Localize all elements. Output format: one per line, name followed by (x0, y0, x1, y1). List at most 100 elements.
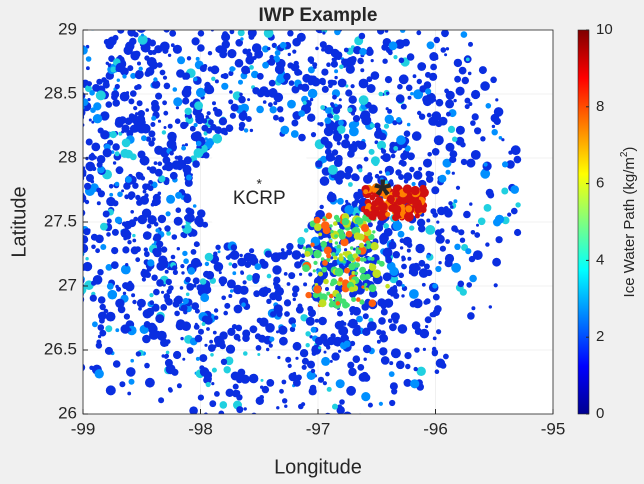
field-blob (438, 15, 441, 18)
field-blob (136, 84, 142, 90)
field-blob (407, 12, 414, 19)
y-tick-label: 29 (58, 19, 77, 38)
field-blob (268, 79, 276, 87)
field-blob (411, 181, 416, 187)
field-blob (335, 301, 341, 306)
field-blob (173, 350, 182, 360)
field-blob (176, 425, 180, 429)
field-blob (151, 80, 161, 89)
field-blob (395, 94, 405, 104)
field-blob (122, 74, 127, 79)
field-blob (232, 271, 237, 276)
field-blob (338, 349, 342, 353)
field-blob (308, 272, 313, 277)
field-blob (149, 39, 156, 47)
field-blob (273, 114, 279, 121)
field-blob (310, 132, 317, 138)
field-blob (286, 242, 294, 251)
field-blob (228, 262, 233, 266)
field-blob (145, 377, 155, 388)
field-blob (182, 357, 186, 361)
field-blob (454, 243, 461, 250)
field-blob (380, 147, 384, 151)
field-blob (269, 54, 275, 60)
field-blob (262, 45, 269, 53)
field-blob (61, 122, 70, 131)
field-blob (223, 130, 228, 136)
field-blob (116, 78, 121, 82)
field-blob (70, 112, 75, 117)
field-blob (78, 175, 82, 179)
field-blob (56, 296, 62, 302)
field-blob (407, 256, 412, 261)
field-blob (393, 146, 399, 151)
field-blob (249, 65, 254, 70)
field-blob (70, 182, 77, 189)
field-blob (331, 80, 337, 86)
field-blob (434, 369, 440, 375)
field-blob (351, 173, 359, 181)
field-blob (210, 65, 220, 75)
field-blob (380, 330, 386, 336)
field-blob (498, 136, 503, 140)
field-blob (72, 251, 82, 261)
field-blob (356, 217, 364, 225)
field-blob (139, 158, 145, 164)
field-blob (92, 84, 100, 92)
field-blob (147, 215, 157, 225)
field-blob (313, 65, 317, 69)
colorbar-label-end: ) (621, 147, 638, 152)
field-blob (359, 257, 365, 262)
field-blob (184, 5, 192, 13)
field-blob (314, 318, 319, 323)
field-blob (345, 199, 349, 204)
field-blob (370, 325, 375, 329)
field-blob (278, 116, 285, 123)
field-blob (183, 16, 190, 23)
field-blob (376, 339, 381, 344)
field-blob (483, 204, 492, 212)
field-blob (32, 89, 39, 96)
field-blob (379, 6, 389, 16)
field-blob (313, 260, 318, 265)
field-blob (365, 48, 374, 56)
field-blob (270, 311, 277, 318)
field-blob (307, 88, 318, 99)
field-blob (155, 314, 165, 324)
field-blob (142, 231, 152, 240)
field-blob (235, 39, 243, 47)
field-blob (153, 288, 160, 296)
field-blob (345, 230, 353, 238)
field-blob (20, 101, 23, 104)
field-blob (109, 131, 117, 139)
field-blob (211, 76, 216, 82)
field-blob (144, 251, 150, 257)
field-blob (425, 269, 433, 277)
field-blob (390, 312, 400, 322)
field-blob (372, 159, 379, 167)
field-blob (400, 103, 407, 110)
field-blob (66, 308, 75, 317)
field-blob (193, 76, 198, 82)
field-blob (62, 61, 69, 68)
field-blob (357, 57, 364, 65)
field-blob (112, 360, 121, 368)
field-blob (427, 152, 433, 157)
field-blob (304, 250, 311, 257)
field-blob (351, 200, 358, 208)
field-blob (445, 47, 450, 51)
field-blob (243, 252, 253, 262)
field-blob (366, 76, 373, 83)
field-blob (83, 243, 89, 254)
field-blob (217, 250, 221, 254)
field-blob (136, 30, 146, 33)
field-blob (345, 64, 355, 74)
field-blob (301, 357, 309, 365)
field-blob (299, 272, 303, 276)
field-blob (137, 124, 147, 134)
field-blob (445, 142, 455, 152)
field-blob (335, 154, 343, 163)
field-blob (305, 316, 315, 326)
field-blob (291, 323, 297, 328)
field-blob (415, 243, 425, 254)
